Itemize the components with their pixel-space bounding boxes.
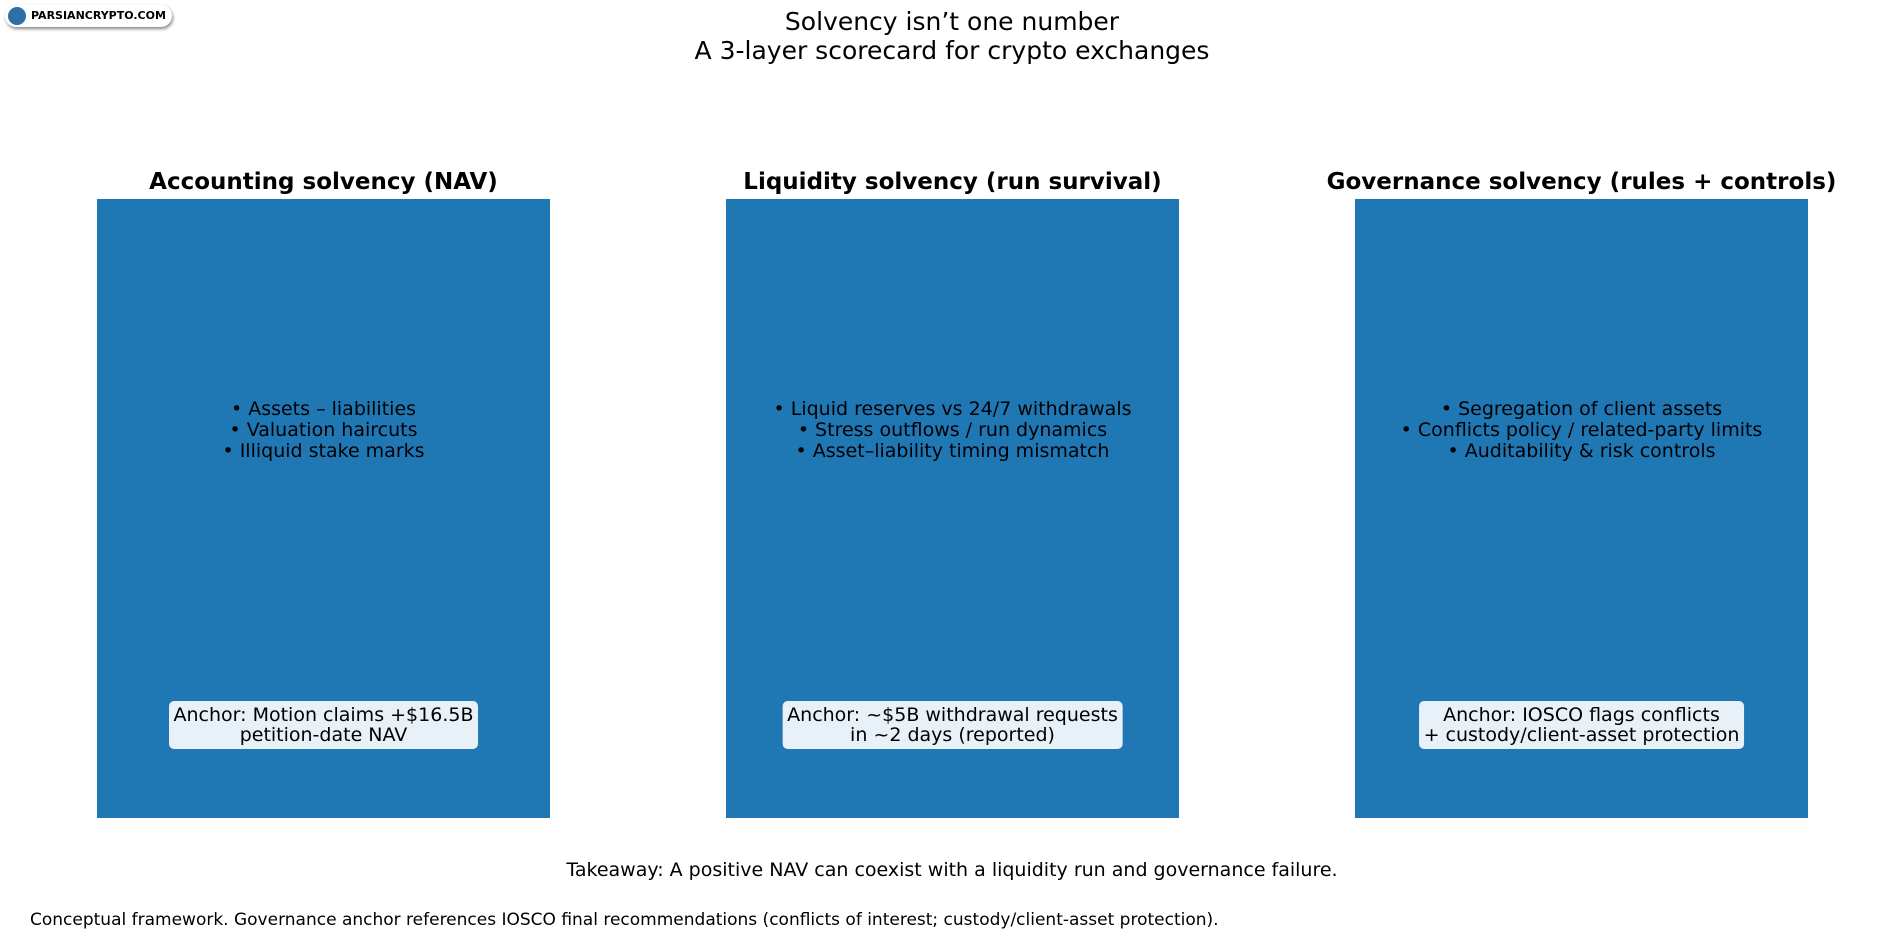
bullet-list: • Segregation of client assets • Conflict…: [1401, 399, 1763, 462]
bullet: • Illiquid stake marks: [222, 440, 425, 462]
subtitle: A 3-layer scorecard for crypto exchanges: [694, 36, 1210, 65]
anchor-line: + custody/client-asset protection: [1423, 724, 1740, 746]
anchor-box: Anchor: IOSCO flags conflicts + custody/c…: [1418, 701, 1745, 749]
anchor-line: petition-date NAV: [239, 724, 408, 746]
anchor-box: Anchor: Motion claims +$16.5B petition-da…: [168, 701, 479, 749]
panel-title: Accounting solvency (NAV): [149, 169, 498, 195]
bullet: • Segregation of client assets: [1440, 398, 1723, 420]
logo-text: PARSIANCRYPTO.COM: [31, 9, 166, 22]
bullet: • Stress outflows / run dynamics: [797, 419, 1108, 441]
bullet-list: • Liquid reserves vs 24/7 withdrawals • S…: [773, 399, 1131, 462]
title: Solvency isn’t one number: [784, 7, 1120, 36]
takeaway: Takeaway: A positive NAV can coexist wit…: [566, 859, 1338, 881]
logo: PARSIANCRYPTO.COM: [5, 5, 172, 27]
panel-title: Governance solvency (rules + controls): [1326, 169, 1837, 195]
bullet-list: • Assets – liabilities • Valuation haircu…: [222, 399, 424, 462]
anchor-line: Anchor: IOSCO flags conflicts: [1443, 704, 1720, 726]
footnote: Conceptual framework. Governance anchor …: [30, 910, 1219, 930]
anchor-line: Anchor: ~$5B withdrawal requests: [787, 704, 1118, 726]
anchor-line: in ~2 days (reported): [850, 724, 1055, 746]
bullet: • Liquid reserves vs 24/7 withdrawals: [773, 398, 1132, 420]
bullet: • Asset–liability timing mismatch: [795, 440, 1110, 462]
anchor-box: Anchor: ~$5B withdrawal requests in ~2 da…: [782, 701, 1123, 749]
bullet: • Conflicts policy / related-party limit…: [1400, 419, 1763, 441]
anchor-line: Anchor: Motion claims +$16.5B: [173, 704, 474, 726]
bullet: • Auditability & risk controls: [1447, 440, 1716, 462]
bullet: • Valuation haircuts: [229, 419, 418, 441]
panel-title: Liquidity solvency (run survival): [743, 169, 1162, 195]
bullet: • Assets – liabilities: [230, 398, 417, 420]
title-block: Solvency isn’t one number A 3-layer scor…: [695, 7, 1210, 65]
logo-icon: [8, 7, 26, 25]
